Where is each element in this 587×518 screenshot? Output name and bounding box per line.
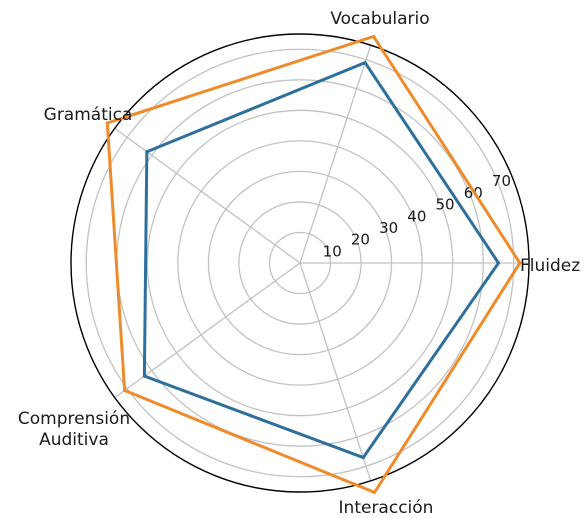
data-point <box>363 61 367 65</box>
category-label: Gramática <box>44 105 133 125</box>
radial-tick-label: 30 <box>379 219 398 237</box>
data-point <box>105 121 109 125</box>
series-layer <box>105 34 522 495</box>
spoke-line <box>114 127 301 264</box>
data-point <box>361 456 365 460</box>
category-label: Fluidez <box>520 256 580 276</box>
data-point <box>518 261 522 265</box>
spoke-line <box>299 45 372 264</box>
radial-tick-label: 50 <box>436 196 455 214</box>
spoke-line <box>299 262 372 481</box>
data-point <box>123 388 127 392</box>
data-point <box>372 35 376 38</box>
category-label: Interacción <box>339 498 434 518</box>
data-point <box>145 150 149 154</box>
radial-tick-label: 40 <box>407 207 426 225</box>
outer-frame <box>70 33 530 493</box>
spoke-line <box>114 262 301 399</box>
series-line-2 <box>105 34 522 495</box>
grid-layer <box>70 33 530 493</box>
category-label: Comprensión Auditiva <box>18 409 130 450</box>
radial-tick-label: 70 <box>492 172 511 190</box>
data-point <box>142 374 146 378</box>
data-point <box>373 490 377 494</box>
radial-tick-label: 10 <box>323 242 342 260</box>
data-point <box>496 261 500 265</box>
radial-tick-label: 20 <box>351 231 370 249</box>
category-labels: Fluidez Vocabulario Gramática Comprensión Au… <box>18 9 580 518</box>
category-label: Vocabulario <box>330 9 429 29</box>
series-line-1 <box>142 60 501 460</box>
